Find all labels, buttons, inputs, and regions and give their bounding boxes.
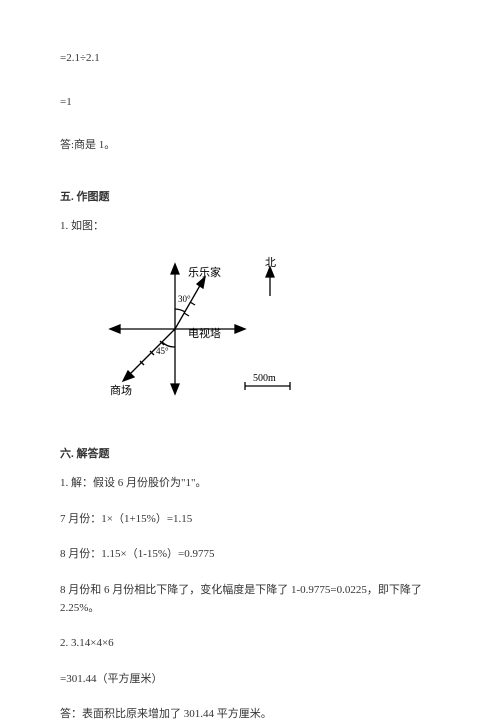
q6-1-line1: 1. 解：假设 6 月份股价为"1"。 — [60, 475, 440, 493]
answer-1: 答:商是 1。 — [60, 137, 440, 155]
direction-diagram: 乐乐家 北 电视塔 商场 30° 45° 500m — [90, 254, 440, 426]
question-5-1: 1. 如图： — [60, 218, 440, 236]
equation-line-1: =2.1÷2.1 — [60, 50, 440, 68]
section-5-title: 五. 作图题 — [60, 189, 440, 207]
angle-30: 30° — [178, 294, 191, 304]
angle-45: 45° — [156, 346, 169, 356]
label-tower: 电视塔 — [188, 326, 221, 340]
q6-1-line4: 8 月份和 6 月份相比下降了，变化幅度是下降了 1-0.9775=0.0225… — [60, 582, 440, 617]
q6-2-line2: =301.44（平方厘米） — [60, 671, 440, 689]
q6-2-line3: 答：表面积比原来增加了 301.44 平方厘米。 — [60, 706, 440, 724]
q6-2-line1: 2. 3.14×4×6 — [60, 635, 440, 653]
label-market: 商场 — [110, 383, 132, 397]
scale-label: 500m — [253, 373, 276, 384]
section-6-title: 六. 解答题 — [60, 446, 440, 464]
label-north: 北 — [265, 256, 276, 269]
q6-1-line2: 7 月份：1×（1+15%）=1.15 — [60, 511, 440, 529]
q6-1-line3: 8 月份：1.15×（1-15%）=0.9775 — [60, 546, 440, 564]
label-lele: 乐乐家 — [188, 265, 221, 279]
equation-line-2: =1 — [60, 94, 440, 112]
